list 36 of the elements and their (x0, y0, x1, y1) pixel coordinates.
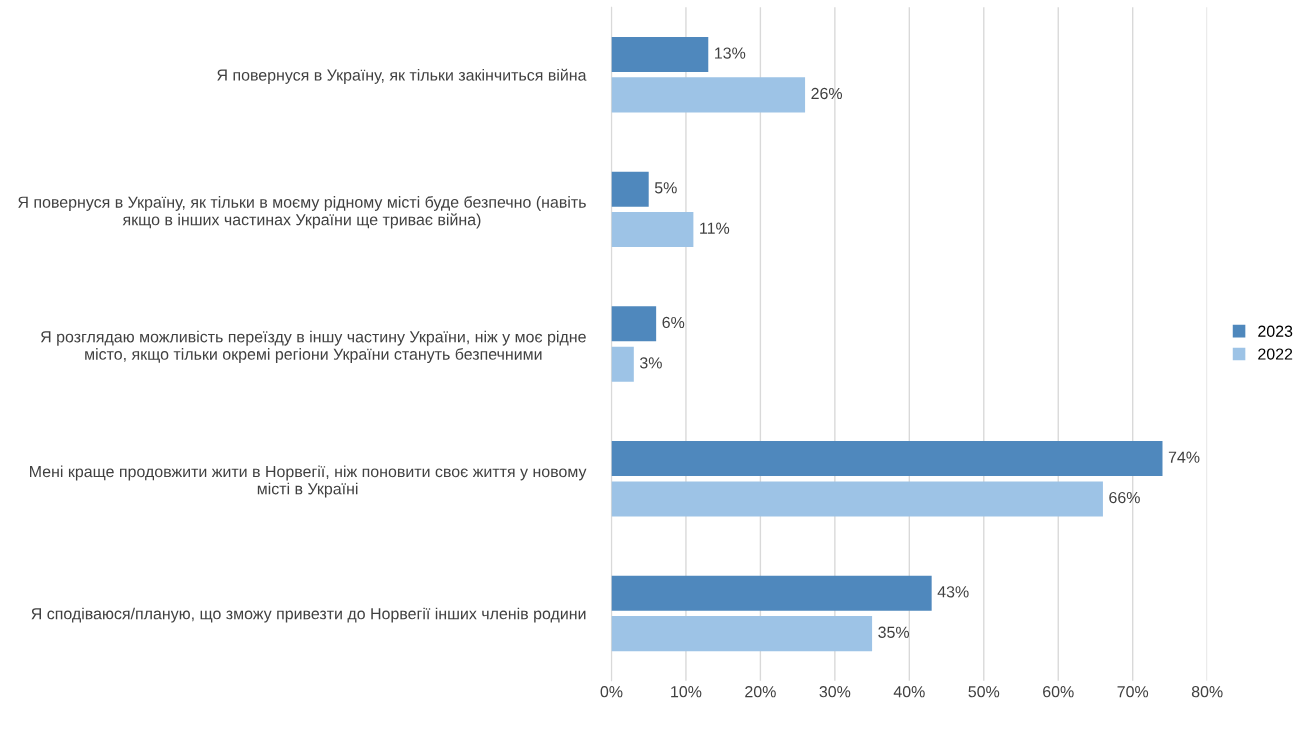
bar (611, 575, 932, 611)
data-label: 13% (715, 47, 746, 59)
x-tick-label: 80% (1191, 686, 1223, 698)
bar (611, 481, 1103, 517)
y-tick-label: Мені краще продовжити жити в Норвегії, ніж поновити своє життя у новому місті в Україні (30, 465, 587, 498)
x-tick-label: 40% (893, 686, 925, 698)
data-label: 43% (937, 586, 969, 598)
x-tick-label: 0% (600, 686, 623, 698)
x-tick-label: 70% (1117, 686, 1149, 698)
y-tick-label: Я повернуся в Україну, як тільки закінчиться війна (217, 68, 587, 84)
legend-label: 2023 (1258, 325, 1293, 337)
x-tick-label: 60% (1043, 686, 1074, 698)
bar (611, 36, 709, 72)
x-tick-label: 20% (745, 686, 776, 698)
x-tick-label: 30% (819, 686, 851, 698)
bar (611, 441, 1163, 477)
x-tick-label: 50% (968, 686, 1000, 698)
data-label: 5% (654, 182, 677, 194)
bar (611, 212, 694, 248)
data-label: 6% (662, 316, 685, 329)
data-label: 26% (811, 87, 843, 100)
data-label: 66% (1109, 491, 1140, 504)
x-tick-label: 10% (671, 686, 702, 698)
bar (611, 306, 657, 342)
y-tick-label: Я повернуся в Україну, як тільки в моєму рідному місті буде безпечно (навіть якщо в інших частинах України ще триває війна) (18, 195, 586, 229)
data-label: 74% (1168, 451, 1200, 463)
y-tick-label: Я сподіваюся/планую, що зможу привезти до Норвегії інших членів родини (31, 607, 586, 623)
bar (611, 616, 873, 652)
bar (611, 171, 649, 207)
data-label: 35% (878, 626, 910, 638)
bar (611, 77, 806, 113)
bar (611, 346, 634, 382)
data-label: 3% (639, 357, 662, 369)
y-tick-label: Я розглядаю можливість переїзду в іншу частину України, ніж у моє рідне місто, якщо тільки окремі регіони України стануть безпечними (40, 330, 586, 363)
legend-label: 2022 (1258, 348, 1293, 360)
data-label: 11% (700, 222, 730, 234)
